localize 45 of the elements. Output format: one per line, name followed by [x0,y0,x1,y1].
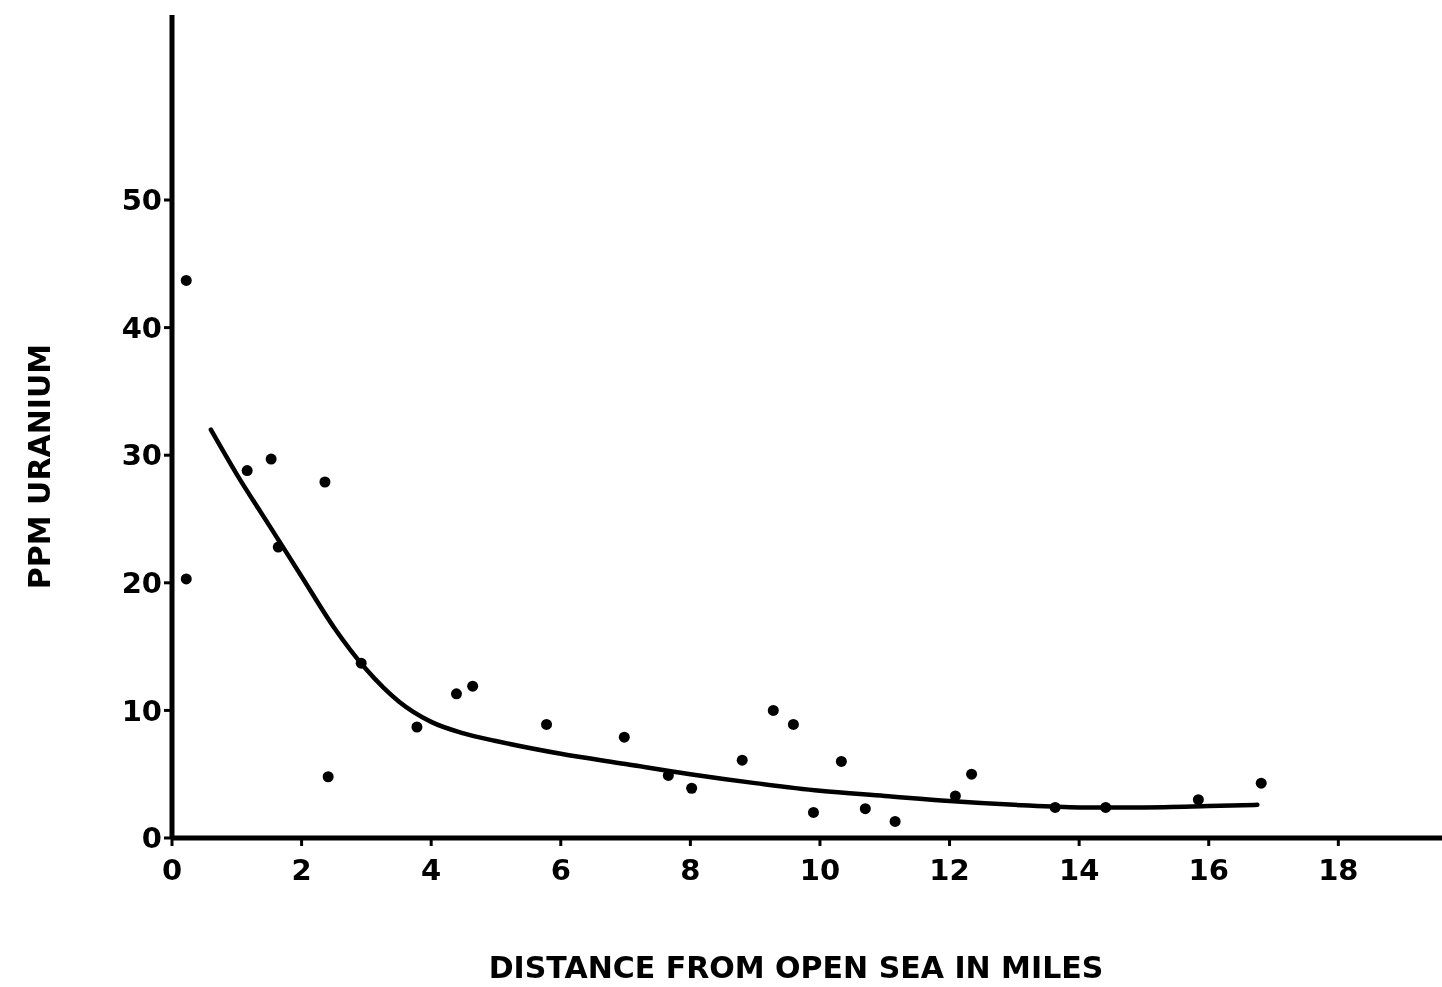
x-tick-label: 6 [550,853,571,887]
x-tick-label: 10 [799,853,841,887]
point [889,815,901,827]
x-tick-label: 2 [291,853,312,887]
x-tick-label: 14 [1058,853,1100,887]
point [180,274,192,286]
point [541,718,553,730]
point [686,782,698,794]
x-axis-title: DISTANCE FROM OPEN SEA IN MILES [488,950,1104,985]
point [1192,794,1204,806]
point [241,465,253,477]
x-tick-label: 12 [929,853,970,887]
point [966,768,978,780]
y-tick-label: 30 [121,438,162,473]
x-tick-label: 8 [680,853,701,887]
point [618,731,630,743]
point [767,704,779,716]
point [1100,801,1112,813]
x-tick-label: 16 [1188,853,1229,887]
point [180,573,192,585]
point [467,680,479,692]
point [411,721,423,733]
point [1049,801,1061,813]
point [859,803,871,815]
x-tick-label: 18 [1318,853,1359,887]
x-tick-label: 0 [161,853,183,887]
line-series [208,427,1260,810]
point [835,755,847,767]
point [322,771,334,783]
y-axis-title: PPM URANIUM [22,343,57,590]
y-tick-label: 20 [121,565,162,600]
x-tick-label: 4 [421,853,442,887]
y-tick-label: 0 [141,821,162,856]
point [450,688,462,700]
point [319,476,331,488]
y-tick-label: 40 [121,310,162,345]
y-tick-label: 50 [121,183,162,218]
point [787,718,799,730]
point [807,806,819,818]
point [265,453,277,465]
y-tick-label: 10 [121,693,162,728]
point [355,657,367,669]
point [1255,777,1267,789]
point [736,754,748,766]
point [272,541,284,553]
